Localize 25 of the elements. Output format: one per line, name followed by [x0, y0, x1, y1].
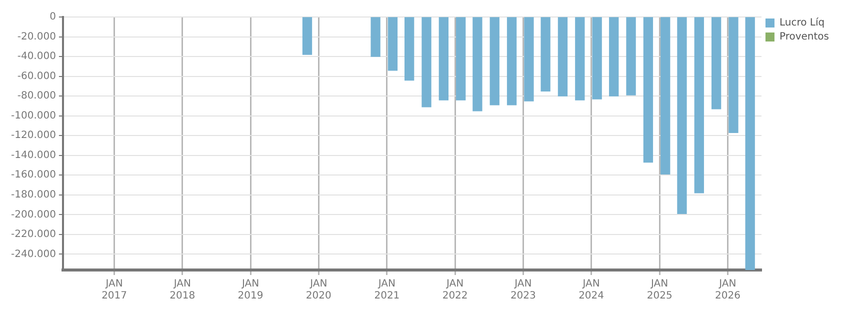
x-tick-label: JAN 2021	[374, 278, 400, 302]
x-tick-label: JAN 2018	[170, 278, 196, 302]
x-tick-label: JAN 2017	[102, 278, 128, 302]
legend-label: Lucro Líq	[779, 18, 825, 29]
y-tick-label: -80.000	[17, 90, 56, 102]
y-tick-label: -40.000	[17, 51, 56, 62]
y-tick-label: -60.000	[17, 70, 56, 82]
y-tick-label: -240.000	[10, 248, 56, 260]
x-tick-label: JAN 2025	[646, 278, 672, 302]
x-tick-label: JAN 2024	[578, 278, 604, 302]
x-tick-label: JAN 2022	[442, 278, 468, 302]
y-tick-label: -120.000	[10, 130, 56, 142]
y-tick-label: -180.000	[10, 189, 56, 200]
legend-label: Proventos	[779, 32, 830, 43]
y-tick-label: -200.000	[10, 209, 56, 220]
y-tick-label: 0	[50, 12, 56, 23]
y-tick-label: -20.000	[17, 31, 56, 42]
x-tick-label: JAN 2026	[714, 278, 740, 302]
y-tick-label: -100.000	[10, 110, 56, 122]
y-tick-label: -220.000	[10, 229, 56, 240]
x-tick-label: JAN 2020	[306, 278, 332, 302]
x-tick-label: JAN 2019	[238, 278, 264, 302]
x-tick-label: JAN 2023	[510, 278, 536, 302]
y-tick-label: -140.000	[10, 150, 56, 161]
y-tick-label: -160.000	[10, 170, 56, 181]
